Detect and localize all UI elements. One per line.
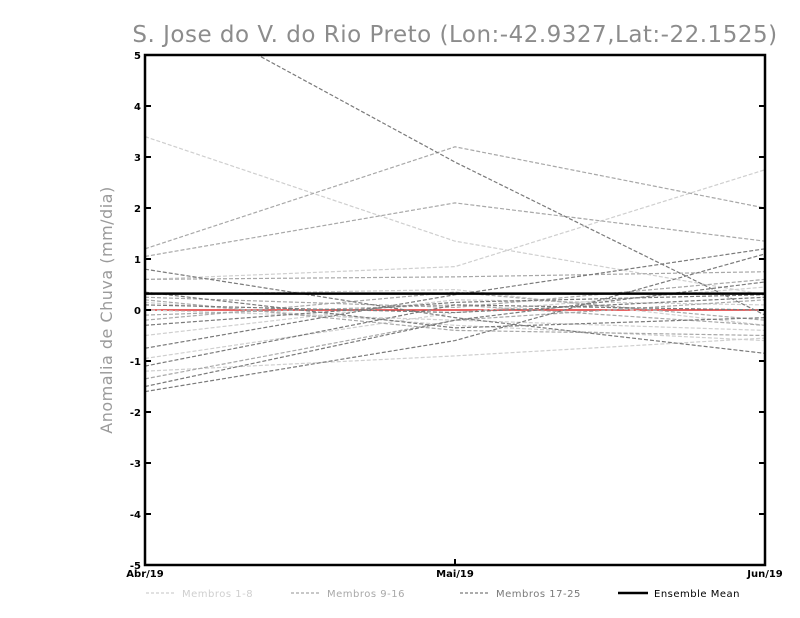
y-tick-label: -3 (130, 459, 141, 470)
legend-label: Membros 1-8 (182, 589, 253, 600)
series-line-member-14 (145, 299, 765, 380)
x-tick-label: Abr/19 (126, 569, 163, 580)
y-tick-label: -5 (130, 561, 141, 572)
legend: Membros 1-8 Membros 9-16 Membros 17-25 Ense… (146, 589, 740, 600)
y-tick-label: 4 (134, 102, 141, 113)
series-line-member-8 (145, 309, 765, 331)
y-tick-label: 1 (134, 255, 141, 266)
x-tick-label: Jun/19 (746, 569, 783, 580)
series-line-member-10 (145, 202, 765, 258)
chart-title: S. Jose do V. do Rio Preto (Lon:-42.9327… (132, 22, 777, 48)
y-tick-label: 3 (134, 153, 141, 164)
series-line-member-22 (145, 296, 765, 314)
series-line-member-21 (145, 248, 765, 349)
series-line-member-1 (145, 136, 765, 296)
y-tick-label: 2 (134, 204, 141, 215)
series-line-member-24 (145, 291, 765, 329)
series-line-member-5 (145, 299, 765, 337)
y-axis-label: Anomalia de Chuva (mm/dia) (97, 186, 116, 433)
y-tick-label: 5 (134, 51, 141, 62)
series-line-member-7 (145, 286, 765, 360)
x-tick-label: Mai/19 (436, 569, 474, 580)
series-line-member-11 (145, 278, 765, 309)
legend-label: Membros 9-16 (327, 589, 405, 600)
y-tick-label: -2 (130, 408, 141, 419)
y-tick-label: -4 (130, 510, 141, 521)
series-layer (145, 55, 765, 393)
series-line-member-15 (145, 299, 765, 337)
series-line-member-12 (145, 291, 765, 321)
series-line-member-16 (145, 304, 765, 326)
legend-label: Ensemble Mean (654, 589, 740, 600)
series-line-member-4 (145, 301, 765, 342)
legend-label: Membros 17-25 (496, 589, 581, 600)
series-line-member-13 (145, 271, 765, 280)
series-line-member-3 (145, 337, 765, 372)
series-line-member-18 (145, 268, 765, 354)
y-tick-label: -1 (130, 357, 141, 368)
series-line-member-23 (145, 304, 765, 367)
series-line-member-2 (145, 169, 765, 280)
x-axis-ticks: Abr/19 Mai/19 Jun/19 (126, 559, 783, 580)
series-line-member-19 (145, 253, 765, 393)
y-tick-label: 0 (134, 306, 141, 317)
series-line-member-9 (145, 146, 765, 250)
y-axis-ticks: -5 -4 -3 -2 -1 0 1 2 3 4 5 (130, 51, 765, 572)
series-line-member-25 (145, 294, 765, 326)
